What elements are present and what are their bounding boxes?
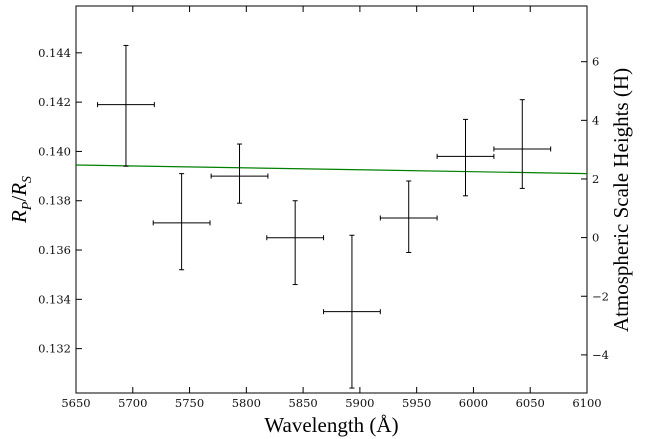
data-point: [493, 99, 552, 189]
y-right-tick-label: 0: [592, 231, 599, 245]
y-tick-label: 0.134: [38, 292, 71, 306]
y-tick-label: 0.136: [38, 243, 71, 257]
data-point: [323, 234, 381, 389]
plot-area: [75, 5, 588, 394]
y-axis-left-label: RP/RS: [7, 176, 35, 224]
x-tick-label: 5700: [118, 396, 147, 410]
y-right-tick-label: −4: [592, 348, 609, 362]
x-tick-label: 6050: [516, 396, 545, 410]
y-tick-label: 0.138: [38, 194, 71, 208]
y-tick-label: 0.142: [38, 95, 71, 109]
data-point: [210, 143, 269, 204]
x-axis-label: Wavelength (Å): [264, 413, 398, 437]
y-axis-right-ticks: −4 −2 0 2 4 6: [581, 55, 609, 362]
data-points: [97, 44, 552, 389]
y-right-tick-label: 6: [592, 55, 599, 69]
y-right-tick-label: 4: [592, 113, 599, 127]
plot-frame: [75, 5, 588, 394]
x-tick-label: 5800: [232, 396, 261, 410]
x-tick-label: 5850: [288, 396, 317, 410]
data-point: [97, 44, 155, 167]
y-axis-left-ticks: 0.132 0.134 0.136 0.138 0.140 0.142 0.144: [38, 46, 82, 356]
y-right-tick-label: 2: [592, 172, 599, 186]
x-tick-label: 5650: [61, 396, 90, 410]
y-tick-label: 0.132: [38, 342, 71, 356]
y-right-tick-label: −2: [592, 289, 609, 303]
y-tick-label: 0.144: [38, 46, 71, 60]
model-line: [75, 164, 588, 175]
y-axis-right-label: Atmospheric Scale Heights (H): [609, 68, 633, 332]
data-point: [379, 180, 438, 253]
data-point: [152, 173, 211, 271]
x-tick-label: 6100: [572, 396, 601, 410]
y-tick-label: 0.140: [38, 144, 71, 158]
x-tick-label: 5750: [175, 396, 204, 410]
x-tick-label: 5950: [402, 396, 431, 410]
data-point: [436, 118, 495, 197]
x-tick-label: 6000: [459, 396, 488, 410]
model-layer: [75, 164, 588, 175]
data-point: [266, 200, 325, 286]
x-axis-ticks: 5650 5700 5750 5800 5850 5900 5950 6000 6050 6100: [61, 6, 602, 410]
x-tick-label: 5900: [345, 396, 374, 410]
